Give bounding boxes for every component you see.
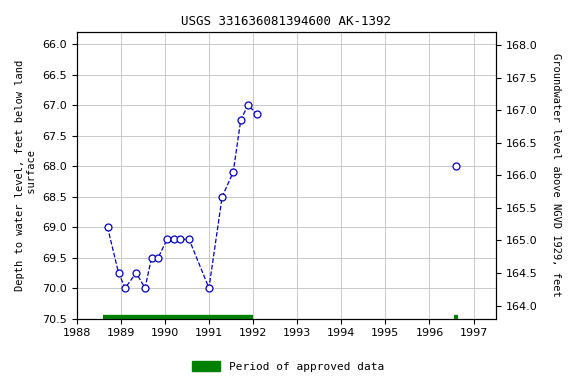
Y-axis label: Groundwater level above NGVD 1929, feet: Groundwater level above NGVD 1929, feet: [551, 53, 561, 297]
Legend: Period of approved data: Period of approved data: [188, 357, 388, 377]
Title: USGS 331636081394600 AK-1392: USGS 331636081394600 AK-1392: [181, 15, 391, 28]
Y-axis label: Depth to water level, feet below land
 surface: Depth to water level, feet below land su…: [15, 60, 37, 291]
